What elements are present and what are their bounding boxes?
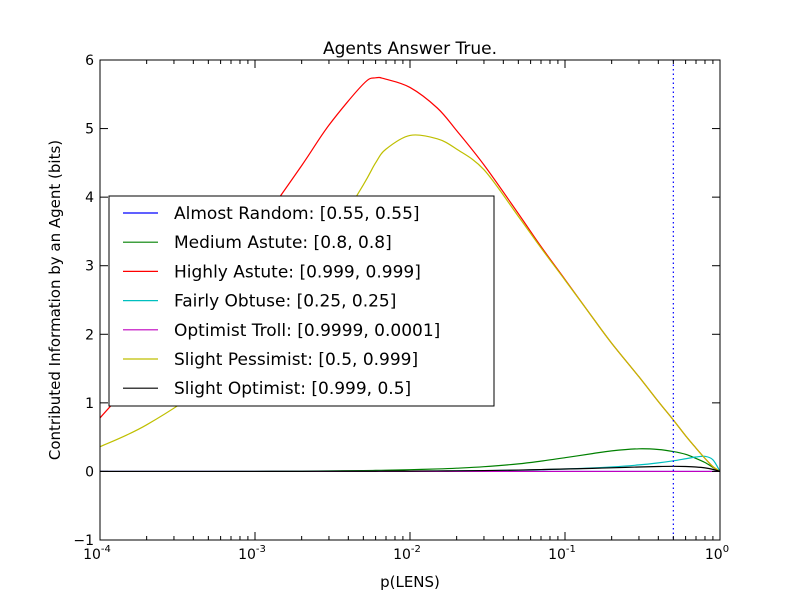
legend: Almost Random: [0.55, 0.55] Medium Astute… [108,195,495,407]
y-tick-label: 3 [85,259,94,275]
x-tick-label: 100 [705,544,729,563]
x-tick-label: 10-1 [548,544,576,563]
legend-frame [108,195,495,407]
y-tick-label: 5 [85,122,94,138]
y-tick-label: 6 [85,53,94,69]
y-tick-label: 4 [85,190,94,206]
y-tick-label: 0 [85,464,94,480]
x-tick-label: 10-3 [238,544,266,563]
ticks-layer: 10-4 10-3 10-2 10-1 100 −1 0 1 2 3 4 5 6 [73,53,729,563]
y-tick-label: 2 [85,327,94,343]
y-tick-label: 1 [85,396,94,412]
legend-label: Highly Astute: [0.999, 0.999] [174,262,421,282]
y-tick-label: −1 [73,533,94,549]
x-axis-label: p(LENS) [380,573,440,591]
x-tick-label: 10-4 [83,544,111,563]
legend-label: Almost Random: [0.55, 0.55] [174,204,420,224]
legend-label: Medium Astute: [0.8, 0.8] [174,233,392,253]
legend-label: Optimist Troll: [0.9999, 0.0001] [174,321,440,341]
series-line-6 [100,465,720,473]
series-layer [100,76,720,473]
legend-label: Slight Optimist: [0.999, 0.5] [174,379,411,399]
y-axis-label: Contributed Information by an Agent (bit… [46,140,64,460]
chart-title: Agents Answer True. [323,39,497,59]
legend-label: Slight Pessimist: [0.5, 0.999] [174,350,418,370]
x-tick-label: 10-2 [393,544,421,563]
legend-label: Fairly Obtuse: [0.25, 0.25] [174,292,396,312]
